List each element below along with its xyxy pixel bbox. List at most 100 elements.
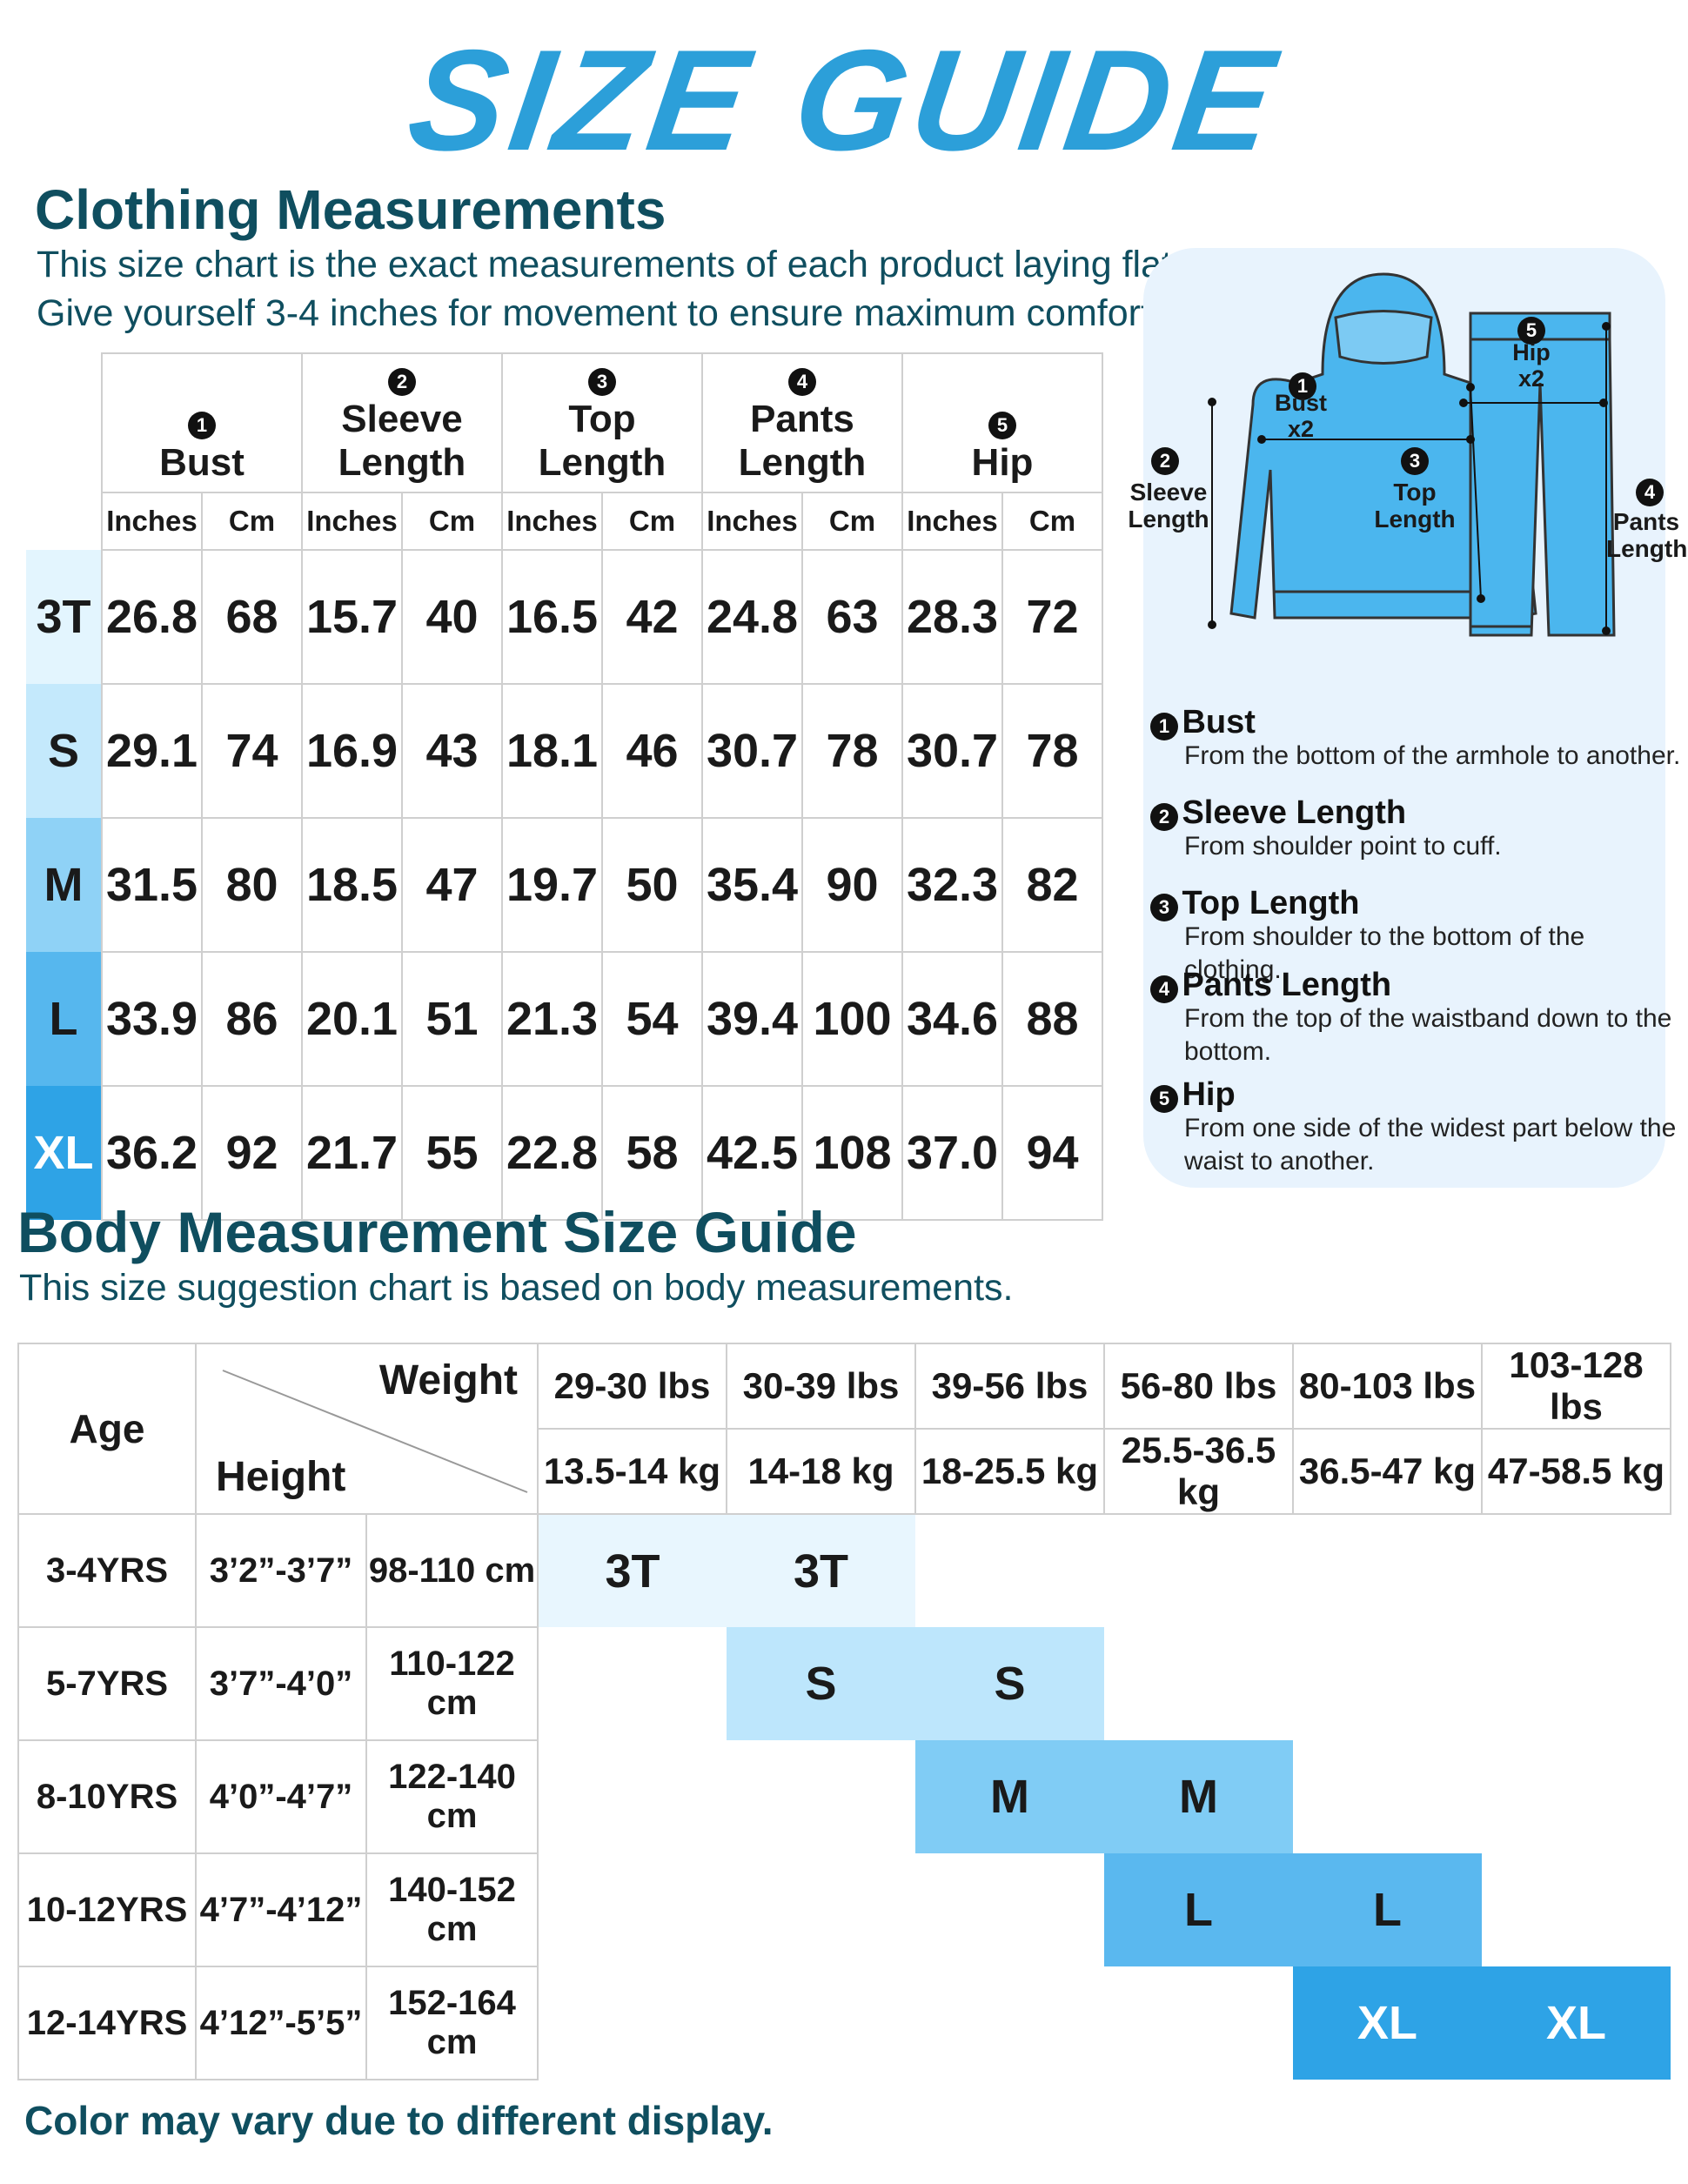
- legend-desc: From shoulder to the bottom of the cloth…: [1184, 922, 1585, 984]
- empty-cell: [727, 1853, 915, 1966]
- weight-height-header: Weight Height: [195, 1343, 539, 1515]
- footer-note: Color may vary due to different display.: [24, 2098, 774, 2143]
- clothing-desc-2: Give yourself 3-4 inches for movement to…: [37, 292, 1162, 334]
- col-bust: 1 Bust: [101, 352, 303, 493]
- legend-pants: 4 Pants Length: [1150, 966, 1391, 1004]
- body-heading: Body Measurement Size Guide: [17, 1200, 857, 1264]
- empty-cell: [1482, 1853, 1671, 1966]
- col-label: Sleeve Length: [338, 398, 466, 484]
- bust-diagram-label: Bust x2: [1253, 390, 1349, 442]
- value-cell: 32.3: [901, 817, 1003, 953]
- empty-cell: [1482, 1627, 1671, 1740]
- sleeve-text-1: Sleeve: [1129, 479, 1208, 506]
- legend-desc-line-2: waist to another.: [1184, 1147, 1375, 1176]
- hip-mult: x2: [1517, 365, 1545, 392]
- height-cm-cell: 122-140 cm: [365, 1739, 539, 1854]
- value-cell: 36.2: [101, 1085, 203, 1221]
- height-label: Height: [216, 1454, 346, 1500]
- unit-cm: Cm: [401, 492, 503, 551]
- value-cell: 22.8: [501, 1085, 603, 1221]
- legend-title: Sleeve Length: [1182, 794, 1407, 831]
- age-cell: 12-14YRS: [17, 1966, 197, 2080]
- body-row-5-7yrs: 5-7YRS 3’7”-4’0” 110-122 cm S S: [17, 1626, 1671, 1741]
- value-cell: 28.3: [901, 549, 1003, 685]
- clothing-row-xl: XL 36.2 92 21.7 55 22.8 58 42.5 108 37.0…: [26, 1085, 1103, 1221]
- top-text-1: Top: [1393, 479, 1437, 506]
- size-m-cell: M: [915, 1740, 1104, 1853]
- legend-hip: 5 Hip: [1150, 1075, 1236, 1114]
- size-xl-cell: XL: [1482, 1966, 1671, 2080]
- weight-kg-cell: 13.5-14 kg: [537, 1428, 727, 1515]
- value-cell: 16.9: [301, 683, 403, 819]
- hip-diagram-label: Hip x2: [1484, 339, 1579, 392]
- body-row-8-10yrs: 8-10YRS 4’0”-4’7” 122-140 cm M M: [17, 1739, 1671, 1854]
- col-sleeve: 2 Sleeve Length: [301, 352, 503, 493]
- col-label: Hip: [971, 441, 1034, 484]
- number-badge: 5: [988, 412, 1016, 439]
- value-cell: 55: [401, 1085, 503, 1221]
- col-label: Top Length: [538, 398, 666, 484]
- value-cell: 54: [601, 951, 703, 1087]
- value-cell: 47: [401, 817, 503, 953]
- body-weight-kg-row: 13.5-14 kg 14-18 kg 18-25.5 kg 25.5-36.5…: [18, 1428, 1671, 1515]
- legend-bust: 1 Bust: [1150, 703, 1256, 741]
- weight-kg-cell: 18-25.5 kg: [914, 1428, 1105, 1515]
- age-cell: 10-12YRS: [17, 1852, 197, 1967]
- value-cell: 74: [201, 683, 303, 819]
- value-cell: 78: [801, 683, 903, 819]
- weight-lbs-cell: 80-103 lbs: [1292, 1343, 1483, 1430]
- weight-kg-cell: 47-58.5 kg: [1481, 1428, 1671, 1515]
- number-badge: 1: [1150, 713, 1178, 740]
- number-badge: 4: [1150, 975, 1178, 1003]
- top-marker: 3: [1397, 447, 1432, 475]
- pants-diagram-label: Pants Length: [1606, 508, 1687, 562]
- clothing-table: 1 Bust 2 Sleeve Length 3 Top Length 4 Pants …: [26, 352, 1103, 1221]
- body-row-12-14yrs: 12-14YRS 4’12”-5’5” 152-164 cm XL XL: [17, 1966, 1671, 2080]
- number-badge: 5: [1150, 1085, 1178, 1113]
- value-cell: 72: [1001, 549, 1103, 685]
- legend-desc-line-2: bottom.: [1184, 1037, 1272, 1066]
- height-cm-cell: 110-122 cm: [365, 1626, 539, 1741]
- measurement-lines: [1208, 322, 1611, 635]
- number-badge-4-icon: 4: [1636, 479, 1664, 506]
- clothing-row-3t: 3T 26.8 68 15.7 40 16.5 42 24.8 63 28.3 …: [26, 549, 1103, 685]
- value-cell: 58: [601, 1085, 703, 1221]
- weight-lbs-cell: 103-128 lbs: [1481, 1343, 1671, 1430]
- height-ft-cell: 4’7”-4’12”: [195, 1852, 367, 1967]
- body-row-3-4yrs: 3-4YRS 3’2”-3’7” 98-110 cm 3T 3T: [17, 1513, 1671, 1628]
- value-cell: 46: [601, 683, 703, 819]
- weight-lbs-cell: 29-30 lbs: [537, 1343, 727, 1430]
- value-cell: 16.5: [501, 549, 603, 685]
- value-cell: 68: [201, 549, 303, 685]
- empty-cell: [915, 1514, 1104, 1627]
- value-cell: 15.7: [301, 549, 403, 685]
- number-badge: 4: [788, 368, 816, 396]
- size-xl-cell: XL: [1293, 1966, 1482, 2080]
- value-cell: 33.9: [101, 951, 203, 1087]
- age-cell: 8-10YRS: [17, 1739, 197, 1854]
- body-row-10-12yrs: 10-12YRS 4’7”-4’12” 140-152 cm L L: [17, 1852, 1671, 1967]
- top-diagram-label: Top Length: [1366, 479, 1464, 533]
- sleeve-marker: 2: [1147, 447, 1183, 475]
- clothing-unit-row: Inches Cm Inches Cm Inches Cm Inches Cm …: [26, 492, 1103, 551]
- clothing-row-s: S 29.1 74 16.9 43 18.1 46 30.7 78 30.7 7…: [26, 683, 1103, 819]
- height-ft-cell: 4’0”-4’7”: [195, 1739, 367, 1854]
- height-ft-cell: 3’7”-4’0”: [195, 1626, 367, 1741]
- pants-text-1: Pants: [1612, 508, 1680, 535]
- value-cell: 51: [401, 951, 503, 1087]
- body-weight-lbs-row: Age Weight Height 29-30 lbs 30-39 lbs 39…: [17, 1343, 1671, 1515]
- weight-lbs-cell: 30-39 lbs: [726, 1343, 916, 1430]
- legend-title: Top Length: [1182, 885, 1360, 921]
- value-cell: 90: [801, 817, 903, 953]
- clothing-row-l: L 33.9 86 20.1 51 21.3 54 39.4 100 34.6 …: [26, 951, 1103, 1087]
- size-l-cell: L: [1104, 1853, 1293, 1966]
- unit-inches: Inches: [301, 492, 403, 551]
- value-cell: 80: [201, 817, 303, 953]
- empty-cell: [538, 1966, 727, 2080]
- value-cell: 42: [601, 549, 703, 685]
- unit-inches: Inches: [901, 492, 1003, 551]
- legend-title: Bust: [1182, 704, 1256, 740]
- body-desc: This size suggestion chart is based on b…: [19, 1267, 1014, 1309]
- size-s-cell: S: [915, 1627, 1104, 1740]
- value-cell: 24.8: [701, 549, 803, 685]
